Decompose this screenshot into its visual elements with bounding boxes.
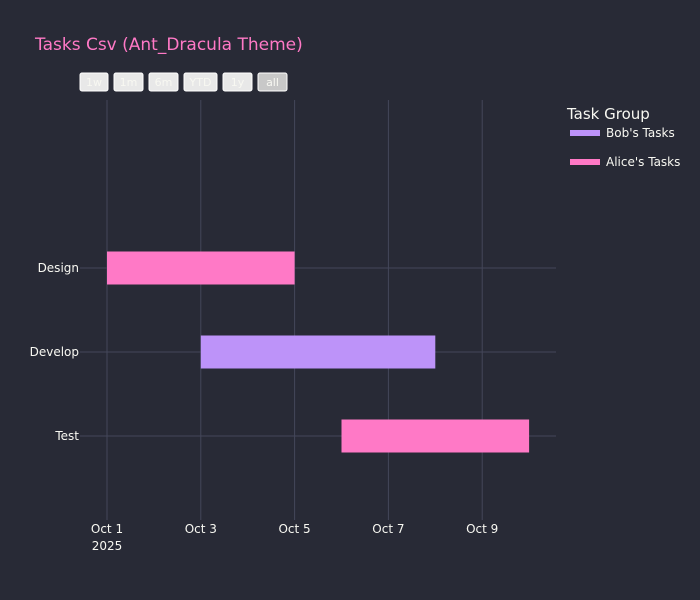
y-tick-label: Design (38, 261, 79, 275)
task-bar[interactable] (107, 251, 295, 285)
legend-swatch[interactable] (570, 130, 600, 136)
x-tick-label: Oct 1 (91, 522, 123, 536)
grid (80, 100, 556, 520)
x-tick-label: Oct 5 (278, 522, 310, 536)
range-button-label: 1y (231, 76, 245, 89)
range-button-1m[interactable]: 1m (113, 72, 144, 92)
x-tick-year-label: 2025 (92, 539, 123, 553)
range-button-label: 6m (155, 76, 173, 89)
bars (107, 251, 530, 453)
range-button-label: 1w (86, 76, 102, 89)
range-button-bg (183, 72, 218, 92)
x-axis: Oct 1 Oct 3 Oct 5 Oct 7 Oct 9 2025 (91, 522, 498, 553)
range-button-all[interactable]: all (257, 72, 288, 92)
range-button-1w[interactable]: 1w (79, 72, 109, 92)
range-button-label: 1m (120, 76, 138, 89)
range-button-1y[interactable]: 1y (222, 72, 253, 92)
x-tick-label: Oct 7 (372, 522, 404, 536)
range-selector: 1w 1m 6m YTD 1y all (79, 72, 288, 92)
x-tick-label: Oct 3 (185, 522, 217, 536)
legend: Task Group Bob's Tasks Alice's Tasks (566, 105, 680, 169)
y-tick-label: Develop (30, 345, 79, 359)
range-button-bg (79, 72, 109, 92)
range-button-bg (113, 72, 144, 92)
range-button-ytd[interactable]: YTD (183, 72, 218, 92)
x-tick-label: Oct 9 (466, 522, 498, 536)
legend-label[interactable]: Alice's Tasks (606, 155, 680, 169)
task-bar[interactable] (200, 335, 436, 369)
range-button-bg (257, 72, 288, 92)
legend-title: Task Group (566, 105, 650, 123)
range-button-bg (148, 72, 179, 92)
range-button-label: YTD (189, 76, 212, 89)
y-axis: Design Develop Test (30, 261, 80, 443)
range-button-label: all (266, 76, 279, 89)
range-button-bg (222, 72, 253, 92)
task-bar[interactable] (341, 419, 530, 453)
legend-label[interactable]: Bob's Tasks (606, 126, 675, 140)
chart-title: Tasks Csv (Ant_Dracula Theme) (34, 35, 303, 55)
range-button-6m[interactable]: 6m (148, 72, 179, 92)
y-tick-label: Test (54, 429, 79, 443)
legend-swatch[interactable] (570, 159, 600, 165)
